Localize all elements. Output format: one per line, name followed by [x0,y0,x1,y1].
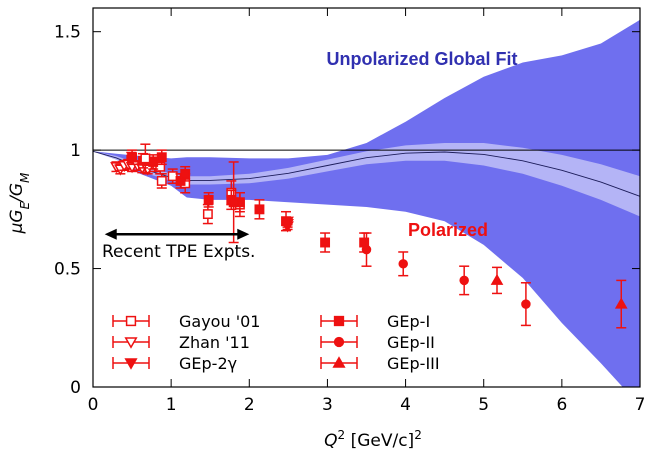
point-marker [333,336,345,348]
legend-entry: GEp-III [320,354,440,373]
arrow-head-left [104,228,117,240]
data-point [228,161,239,244]
legend-entry: GEp-2γ [112,354,237,373]
legend-label: GEp-II [387,333,435,352]
plot-frame [92,7,641,388]
legend-label: GEp-I [387,312,430,331]
point-marker [125,315,137,327]
data-point [398,251,409,277]
data-point [203,192,214,208]
point-marker [332,356,346,368]
x-tick-label: 4 [400,395,411,415]
point-marker [124,358,138,370]
x-tick-label: 6 [556,395,567,415]
data-point [320,232,331,253]
point-marker [127,152,138,163]
legend-entry: Gayou '01 [112,312,260,331]
plot-border [92,7,641,388]
arrow-head-right [237,228,250,240]
point-marker [361,244,372,255]
y-tick-label: 0.5 [54,260,81,280]
x-axis-title: Q2 [GeV/c]2 [324,428,422,451]
point-marker [254,204,265,215]
point-marker [202,209,213,220]
y-tick-label: 1 [70,141,81,161]
polarized-annotation: Polarized [408,220,488,240]
y-tick-label: 0 [70,378,81,398]
point-marker [140,153,151,164]
legend-label: GEp-2γ [179,354,237,373]
point-marker [333,315,345,327]
point-marker [614,297,628,309]
data-point [361,232,372,267]
point-marker [156,175,167,186]
legend-label: GEp-III [387,354,440,373]
legend-label: Zhan '11 [179,333,250,352]
data-point [140,143,151,174]
point-marker [156,152,167,163]
data-point [156,149,167,166]
point-marker [180,168,191,179]
global-fit-band [93,19,640,387]
x-tick-label: 5 [478,395,489,415]
data-point [180,165,191,182]
axis-ticks: 0 1 2 3 4 5 6 7 0 0.5 1 1.5 [54,8,645,415]
legend-entry: GEp-I [320,312,430,331]
data-point [490,266,504,295]
data-point [127,149,138,166]
legend-label: Gayou '01 [179,312,260,331]
legend-entry: Zhan '11 [112,333,250,352]
point-marker [398,259,408,269]
data-point [520,282,531,327]
point-marker [320,237,331,248]
fit-annotation: Unpolarized Global Fit [326,49,517,69]
data-point [614,279,628,329]
x-tick-label: 7 [635,395,646,415]
point-marker [124,337,138,349]
y-axis-title: μGE/GM [7,172,32,235]
x-tick-label: 1 [166,395,177,415]
point-marker [281,216,291,227]
fit-band-outer [93,19,640,387]
legend: Gayou '01 Zhan '11 GEp-2γ GEp-I GEp-II GEp-II… [112,312,440,373]
data-points [110,143,628,329]
x-tick-label: 2 [244,395,255,415]
x-tick-label: 3 [322,395,333,415]
tpe-range-arrow [104,228,250,240]
data-point [156,173,167,189]
point-marker [228,197,239,208]
tpe-annotation: Recent TPE Expts. [102,242,255,262]
legend-entry: GEp-II [320,333,435,352]
point-marker [203,194,214,205]
data-point [459,265,470,296]
data-point [254,199,265,220]
point-marker [459,275,469,286]
point-marker [521,299,531,309]
data-point [281,210,292,232]
point-marker [490,273,504,285]
fit-band-inner [93,143,640,217]
y-tick-label: 1.5 [54,23,81,43]
x-tick-label: 0 [88,395,99,415]
